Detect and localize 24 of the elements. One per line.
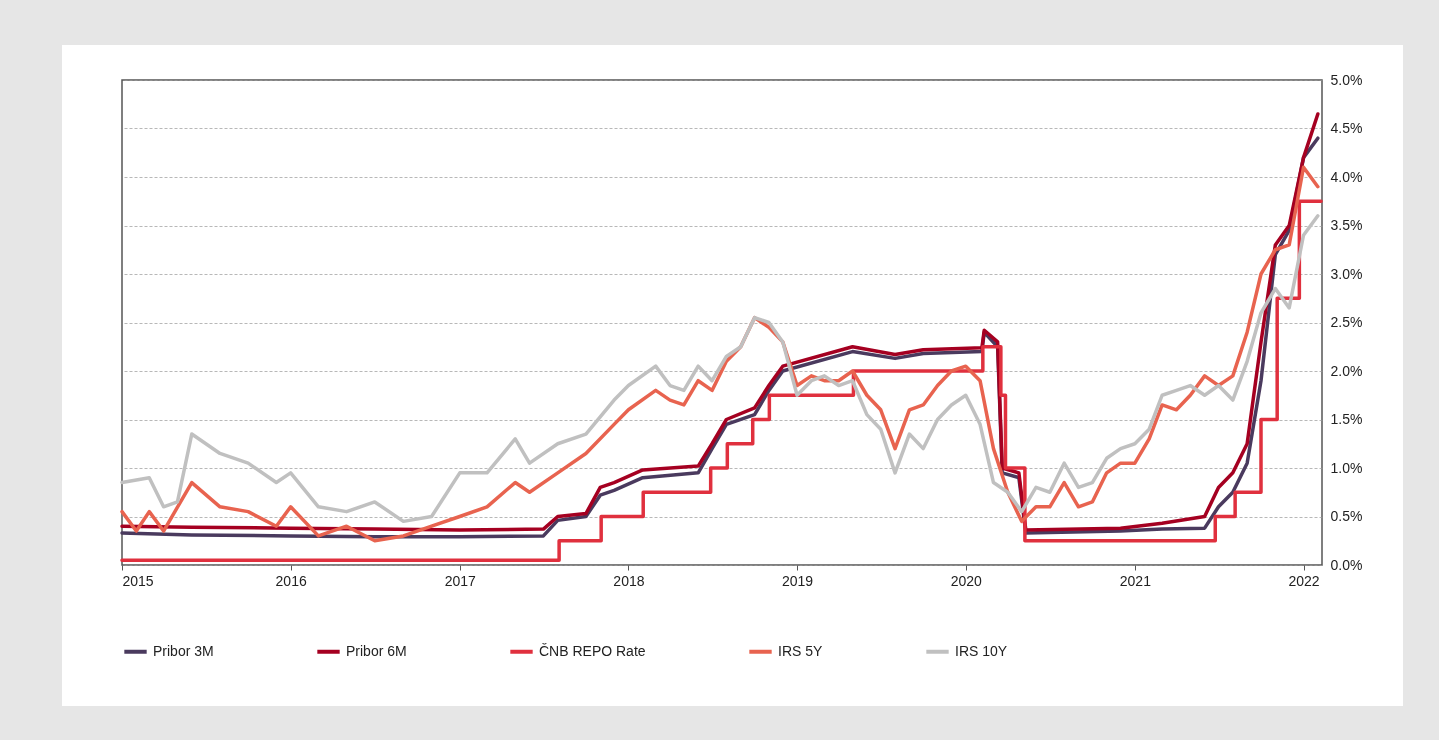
legend-label: IRS 10Y	[955, 642, 1008, 659]
y-tick-label: 3.0%	[1330, 265, 1363, 282]
y-tick-label: 1.0%	[1330, 459, 1363, 476]
x-tick-label: 2017	[444, 572, 477, 589]
legend-label: ČNB REPO Rate	[539, 642, 646, 659]
legend-label: Pribor 3M	[153, 642, 214, 659]
y-tick-label: 4.5%	[1330, 120, 1363, 136]
legend-label: Pribor 6M	[346, 642, 407, 659]
y-tick-label: 2.0%	[1330, 362, 1363, 379]
y-tick-label: 5.0%	[1330, 71, 1363, 88]
x-tick-label: 2016	[275, 572, 307, 589]
y-tick-label: 0.0%	[1330, 556, 1363, 573]
y-tick-label: 3.5%	[1330, 217, 1363, 233]
x-tick-label: 2020	[950, 572, 983, 589]
x-tick-label: 2015	[122, 572, 154, 589]
x-tick-label: 2019	[782, 572, 814, 589]
x-tick-label: 2022	[1288, 572, 1320, 589]
y-tick-label: 0.5%	[1330, 508, 1363, 524]
legend-label: IRS 5Y	[778, 642, 824, 659]
y-tick-label: 1.5%	[1330, 411, 1363, 427]
y-tick-label: 4.0%	[1330, 168, 1363, 185]
x-tick-label: 2021	[1119, 572, 1152, 589]
x-tick-label: 2018	[613, 572, 645, 589]
y-tick-label: 2.5%	[1330, 314, 1363, 330]
